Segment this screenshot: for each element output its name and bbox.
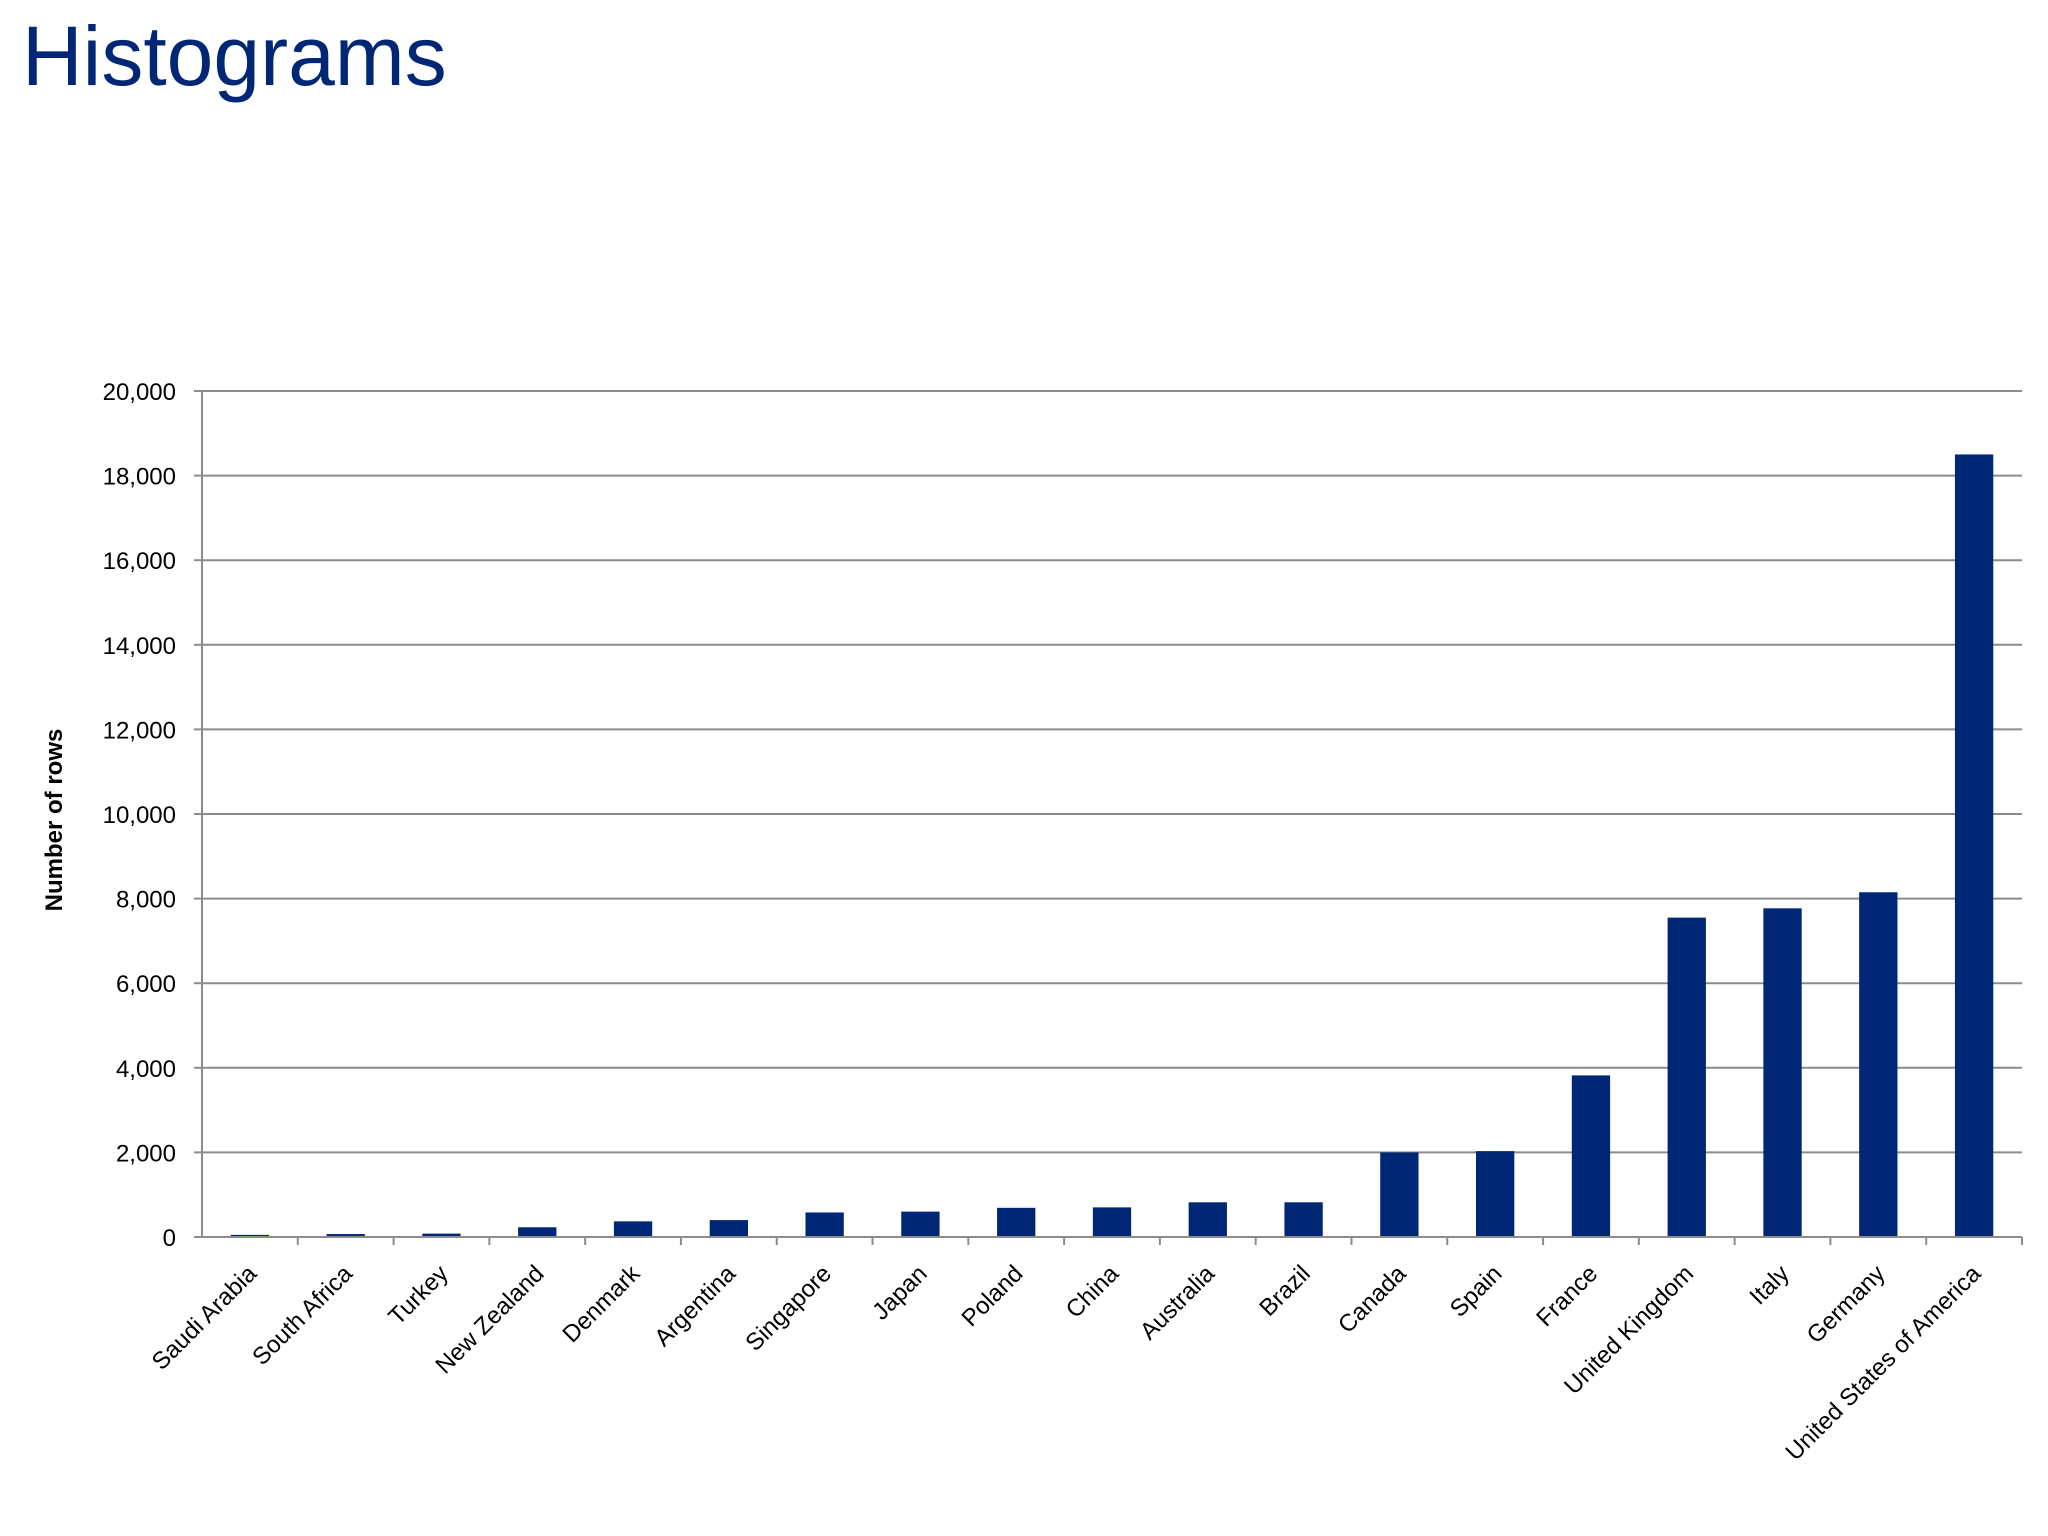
bar <box>709 1220 748 1237</box>
x-tick-label: Denmark <box>557 1259 646 1348</box>
bar <box>1571 1075 1611 1237</box>
x-tick-label: China <box>1061 1260 1125 1324</box>
x-tick-label: Argentina <box>649 1260 741 1352</box>
bar <box>326 1234 365 1237</box>
bar <box>1763 908 1802 1237</box>
x-tick-label: Turkey <box>383 1260 453 1330</box>
x-tick-label: Saudi Arabia <box>147 1260 263 1376</box>
y-tick-label: 16,000 <box>103 548 176 575</box>
bar <box>1476 1151 1515 1237</box>
bar <box>1380 1152 1419 1237</box>
y-axis-label: Number of rows <box>41 729 68 912</box>
x-tick-label: Germany <box>1802 1260 1891 1349</box>
y-tick-label: 14,000 <box>103 633 176 660</box>
bar <box>901 1211 940 1237</box>
y-tick-label: 4,000 <box>116 1056 176 1083</box>
x-tick-label: France <box>1531 1260 1603 1332</box>
bar <box>613 1221 653 1237</box>
x-tick-label: Singapore <box>740 1260 836 1356</box>
y-tick-label: 6,000 <box>116 971 176 998</box>
bar <box>1954 454 1994 1237</box>
y-tick-label: 10,000 <box>103 802 176 829</box>
bar <box>1859 892 1898 1237</box>
bar <box>805 1212 844 1237</box>
bar <box>230 1234 270 1237</box>
y-tick-label: 0 <box>163 1225 176 1252</box>
y-tick-label: 12,000 <box>103 717 176 744</box>
y-tick-label: 8,000 <box>116 887 176 914</box>
y-tick-label: 20,000 <box>103 379 176 406</box>
bar <box>1284 1202 1323 1237</box>
x-tick-label: Poland <box>957 1260 1029 1332</box>
x-tick-label: Japan <box>867 1260 932 1325</box>
y-tick-label: 18,000 <box>103 464 176 491</box>
x-tick-label: United States of America <box>1780 1260 1986 1466</box>
bar <box>518 1227 557 1237</box>
bar <box>997 1207 1036 1237</box>
y-tick-labels: 0 2,000 4,000 6,000 8,000 10,000 12,000 14,000 1… <box>103 379 176 1252</box>
bar <box>422 1233 461 1237</box>
bar <box>1092 1207 1132 1237</box>
x-tick-label: Spain <box>1445 1260 1508 1323</box>
y-tick-label: 2,000 <box>116 1140 176 1167</box>
bar <box>1188 1202 1227 1237</box>
bar <box>1667 917 1706 1237</box>
x-tick-label: Australia <box>1135 1260 1221 1346</box>
axes <box>194 390 2023 1245</box>
x-tick-label: Canada <box>1333 1260 1412 1339</box>
x-tick-label: Brazil <box>1254 1260 1316 1322</box>
gridlines <box>202 390 2022 1154</box>
x-tick-label: Italy <box>1745 1260 1795 1310</box>
bars <box>230 454 1994 1237</box>
page-title: Histograms <box>22 9 447 103</box>
x-tick-label: South Africa <box>247 1260 358 1371</box>
